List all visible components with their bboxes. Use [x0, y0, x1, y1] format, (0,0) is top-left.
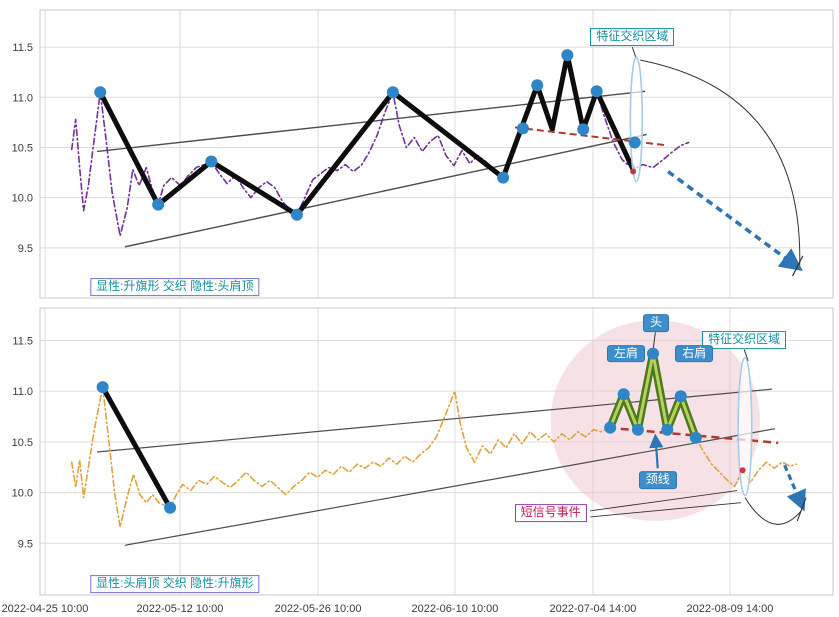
svg-text:2022-05-12 10:00: 2022-05-12 10:00 [137, 603, 224, 615]
label-right-shoulder: 右肩 [675, 344, 714, 363]
svg-text:11.5: 11.5 [12, 42, 33, 54]
svg-text:2022-05-26 10:00: 2022-05-26 10:00 [275, 603, 362, 615]
pattern-legend-top: 显性:升旗形 交织 隐性:头肩顶 [90, 278, 260, 296]
annotation-feature-zone-bottom: 特征交织区域 [702, 331, 787, 350]
svg-text:2022-06-10 10:00: 2022-06-10 10:00 [412, 603, 499, 615]
pattern-legend-bottom: 显性:头肩顶 交织 隐性:升旗形 [90, 574, 260, 593]
label-short-signal-event: 短信号事件 [514, 503, 587, 522]
svg-text:10.0: 10.0 [12, 193, 33, 205]
svg-text:2022-07-04 14:00: 2022-07-04 14:00 [550, 603, 637, 615]
svg-text:9.5: 9.5 [18, 243, 33, 255]
svg-text:11.0: 11.0 [12, 92, 33, 104]
svg-text:11.5: 11.5 [12, 335, 33, 347]
label-neckline: 颈线 [638, 471, 677, 490]
svg-text:2022-04-25 10:00: 2022-04-25 10:00 [2, 603, 89, 615]
annotation-feature-zone-top: 特征交织区域 [590, 28, 675, 46]
svg-text:10.5: 10.5 [12, 437, 33, 449]
svg-text:10.0: 10.0 [12, 488, 33, 500]
svg-text:2022-08-09 14:00: 2022-08-09 14:00 [687, 603, 774, 615]
svg-text:9.5: 9.5 [18, 538, 33, 550]
label-head: 头 [643, 314, 670, 333]
svg-text:11.0: 11.0 [12, 386, 33, 398]
svg-text:10.5: 10.5 [12, 142, 33, 154]
label-left-shoulder: 左肩 [607, 344, 646, 363]
